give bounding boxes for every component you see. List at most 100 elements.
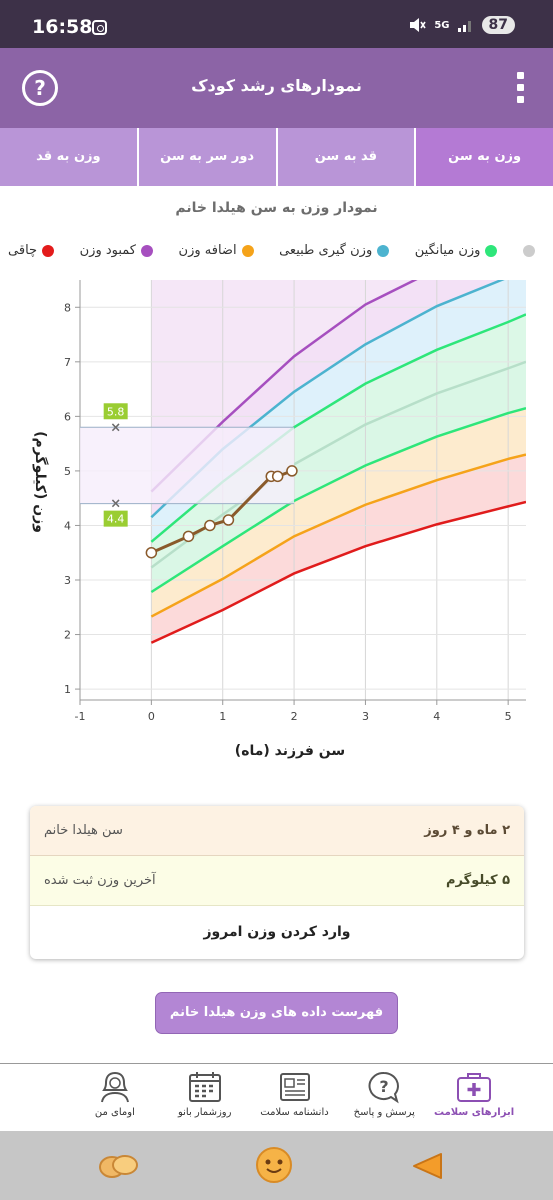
weight-value: ۵ کیلوگرم [446, 873, 510, 888]
x-tick-label: -1 [75, 710, 86, 723]
bottom-navigation: ابزارهای سلامت ? پرسش و پاسخ دانشنامه سل… [0, 1063, 553, 1131]
child-weight-point [145, 546, 158, 559]
weight-row: آخرین وزن ثبت شده ۵ کیلوگرم [30, 856, 524, 906]
recent-apps-icon[interactable] [96, 1147, 142, 1183]
percentile-band [151, 280, 526, 542]
chart-tabs: وزن به سن قد به سن دور سر به سن وزن به ق… [0, 128, 553, 186]
legend-dot [42, 244, 55, 257]
tab-height-for-age[interactable]: قد به سن [275, 128, 415, 186]
x-tick-label: 2 [291, 710, 298, 723]
status-icons: 5G 87 [408, 16, 515, 34]
reference-curve-green [150, 406, 526, 594]
page-title: نمودارهای رشد کودک [191, 76, 362, 95]
y-tick-label: 2 [64, 629, 71, 642]
expected-range-box [80, 427, 295, 504]
help-button[interactable]: ? [22, 70, 58, 106]
legend-item-overweight: اضافه وزن [179, 243, 254, 258]
chart-title: نمودار وزن به سن هیلدا خانم [175, 200, 378, 216]
y-tick-label: 3 [64, 574, 71, 587]
question-bubble-icon: ? [368, 1071, 400, 1104]
y-tick-label: 1 [64, 683, 71, 696]
child-weight-point [286, 465, 298, 477]
reference-curve-red [150, 500, 526, 644]
child-weight-point [271, 470, 284, 483]
nav-my-profile[interactable]: اومای من [70, 1064, 160, 1131]
range-low-label: 4.4 [107, 513, 125, 526]
y-tick-label: 5 [64, 465, 71, 478]
weight-list-button[interactable]: فهرست داده های وزن هیلدا خانم [155, 992, 398, 1034]
home-icon[interactable] [254, 1145, 294, 1185]
y-tick-label: 7 [64, 356, 71, 369]
child-weight-point [204, 519, 216, 532]
status-bar: 16:58 5G 87 [0, 0, 553, 48]
reference-curve-purple [150, 280, 418, 493]
nav-health-tools[interactable]: ابزارهای سلامت [429, 1064, 519, 1131]
child-weight-point [222, 514, 235, 526]
y-tick-label: 4 [64, 519, 71, 532]
newspaper-icon [279, 1073, 310, 1101]
overflow-menu-icon[interactable] [517, 72, 525, 104]
y-axis-label: وزن (کیلوگرم) [32, 431, 49, 533]
legend-item-obesity: چاقی [8, 243, 55, 258]
network-type: 5G [434, 19, 450, 31]
mute-icon [410, 18, 427, 32]
reference-curve-grey [150, 360, 526, 569]
legend-dot [485, 244, 498, 257]
add-today-weight-button[interactable]: وارد کردن وزن امروز [203, 924, 351, 940]
nav-calendar[interactable]: روزشمار بانو [160, 1064, 250, 1131]
legend-dot [523, 244, 535, 257]
range-high-badge [103, 403, 128, 420]
system-navigation-bar [0, 1131, 553, 1200]
reference-curve-orange [150, 453, 526, 618]
legend-label: وزن میانگین [414, 243, 481, 258]
tab-weight-for-age[interactable]: وزن به سن [414, 128, 553, 186]
nav-label: ابزارهای سلامت [434, 1107, 515, 1118]
nav-label: دانشنامه سلامت [260, 1107, 329, 1118]
tab-head-circumference-for-age[interactable]: دور سر به سن [136, 128, 276, 186]
woman-avatar-icon [100, 1071, 129, 1103]
legend-item-normal-gain: وزن گیری طبیعی [279, 243, 390, 258]
calendar-icon [188, 1072, 221, 1102]
legend-label: چاقی [8, 243, 38, 258]
x-tick-label: 0 [148, 710, 155, 723]
range-high-cross-icon: × [110, 420, 121, 435]
chart-legend: چاقی کمبود وزن اضافه وزن وزن گیری طبیعی … [8, 243, 535, 258]
x-axis-label: سن فرزند (ماه) [235, 743, 345, 759]
range-high-label: 5.8 [107, 405, 125, 418]
nav-label: پرسش و پاسخ [353, 1107, 415, 1118]
percentile-band [151, 361, 526, 592]
y-tick-label: 6 [64, 410, 71, 423]
percentile-band-top [151, 280, 415, 492]
x-tick-label: 1 [219, 710, 226, 723]
status-time: 16:58 [32, 16, 93, 38]
svg-text:?: ? [380, 1077, 389, 1096]
range-low-cross-icon: × [110, 497, 121, 512]
child-weight-point [182, 530, 195, 543]
x-tick-label: 3 [362, 710, 369, 723]
legend-label: وزن گیری طبیعی [279, 243, 373, 258]
legend-item-average-weight: وزن میانگین [415, 243, 498, 258]
battery-badge: 87 [481, 16, 515, 34]
nav-label: اومای من [94, 1107, 135, 1118]
age-value: ۲ ماه و ۴ روز [424, 823, 510, 838]
x-tick-label: 5 [505, 710, 512, 723]
legend-dot [241, 244, 254, 257]
child-info-card: سن هیلدا خانم ۲ ماه و ۴ روز آخرین وزن ثب… [30, 806, 524, 959]
medical-kit-icon [457, 1073, 492, 1102]
legend-item-underweight: کمبود وزن [80, 243, 153, 258]
percentile-band [151, 454, 526, 643]
nav-health-encyclopedia[interactable]: دانشنامه سلامت [250, 1064, 340, 1131]
tab-weight-for-height[interactable]: وزن به قد [36, 149, 101, 164]
age-row: سن هیلدا خانم ۲ ماه و ۴ روز [30, 806, 524, 856]
legend-dot [141, 244, 153, 257]
percentile-band [151, 314, 526, 568]
app-bar: ? نمودارهای رشد کودک [0, 48, 553, 128]
range-low-badge [103, 510, 128, 527]
weight-label: آخرین وزن ثبت شده [44, 873, 156, 888]
nav-questions[interactable]: ? پرسش و پاسخ [339, 1064, 429, 1131]
back-icon[interactable] [410, 1149, 446, 1181]
legend-label: اضافه وزن [178, 243, 237, 258]
instagram-icon [92, 20, 107, 35]
x-tick-label: 4 [433, 710, 440, 723]
